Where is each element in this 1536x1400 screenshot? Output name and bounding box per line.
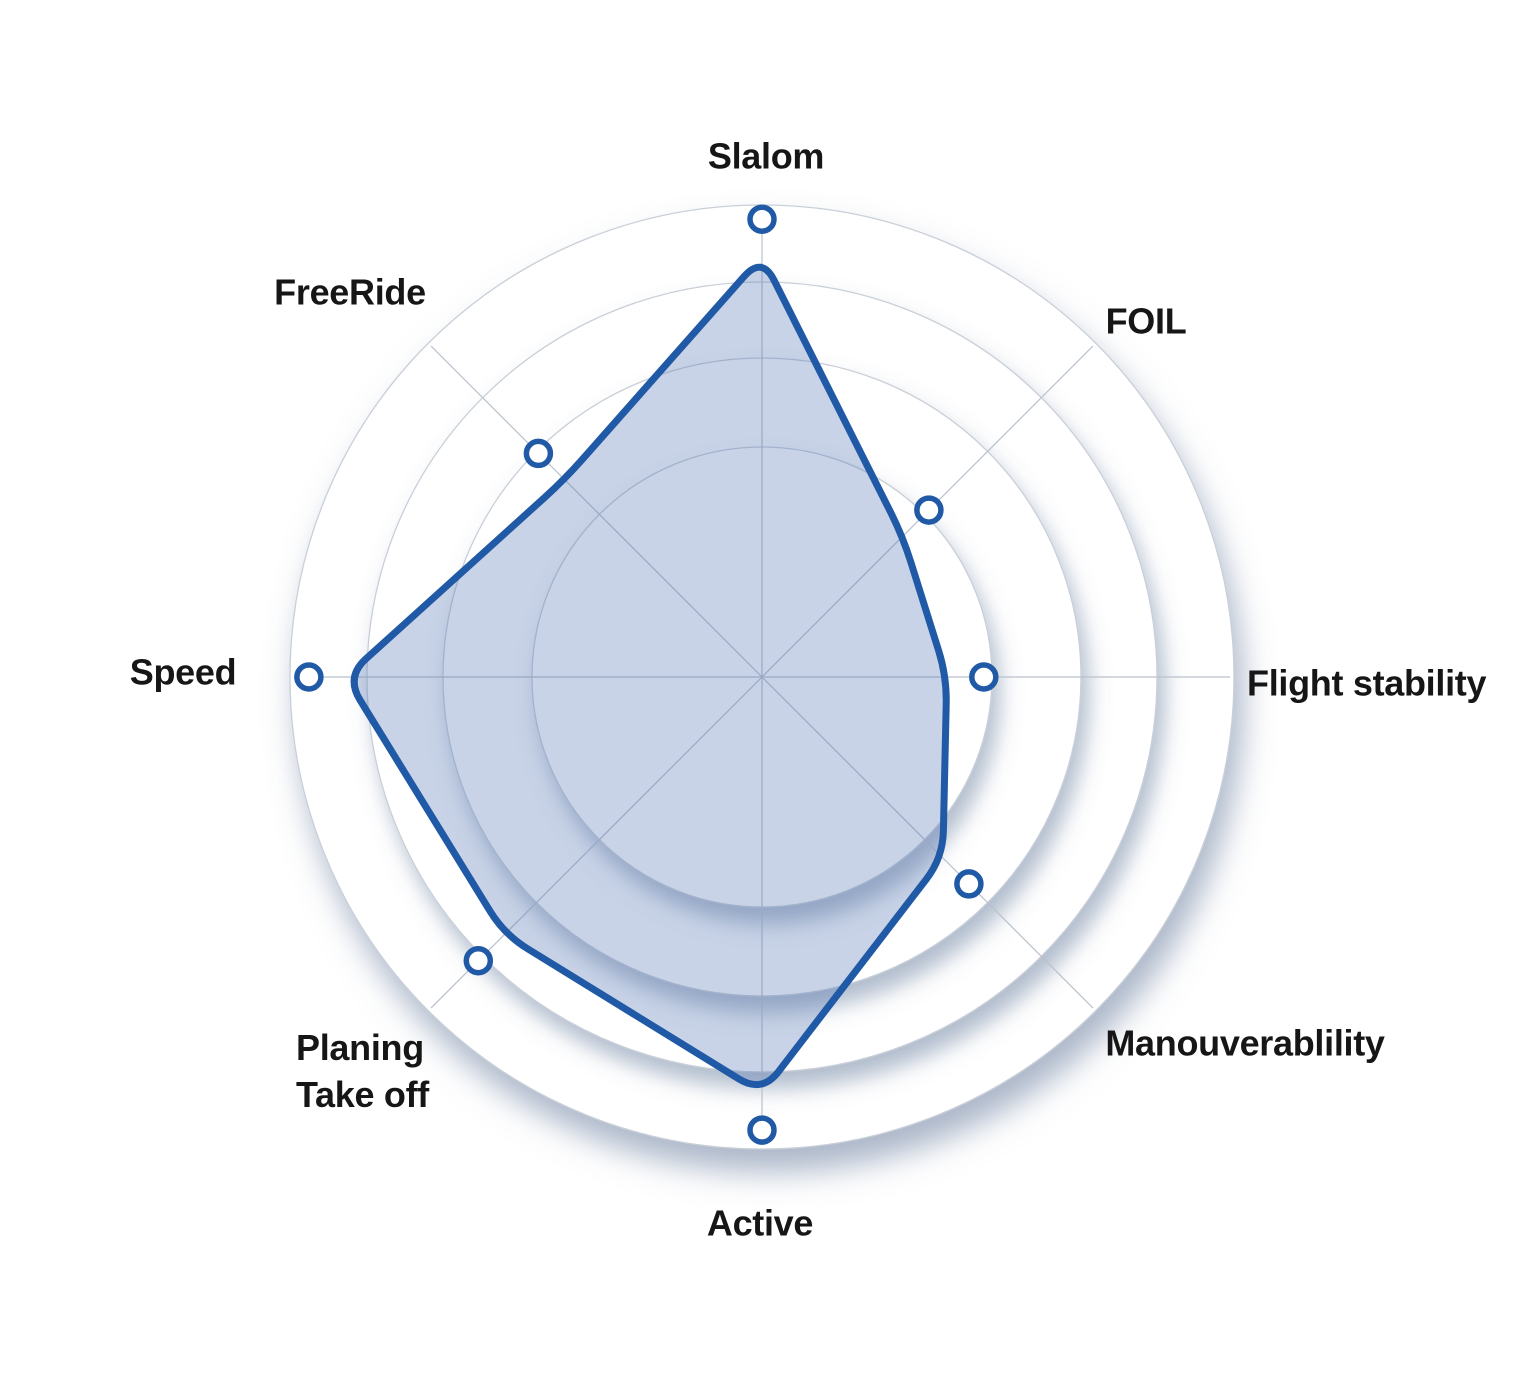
- axis-label-planing-take-off: Planing Take off: [296, 1027, 429, 1115]
- axis-label-speed: Speed: [129, 651, 237, 693]
- data-marker: [294, 662, 324, 692]
- data-marker: [914, 495, 944, 525]
- axis-label-active: Active: [706, 1202, 814, 1244]
- axis-label-manouverability: Manouverablility: [1105, 1022, 1385, 1064]
- grid-spoke: [430, 345, 763, 678]
- data-marker: [747, 1115, 777, 1145]
- data-polygon: [350, 263, 950, 1089]
- data-marker: [954, 869, 984, 899]
- data-marker: [463, 945, 494, 976]
- axis-label-freeride: FreeRide: [274, 271, 426, 313]
- data-marker: [523, 438, 554, 469]
- data-markers: [294, 204, 999, 1145]
- axis-label-foil: FOIL: [1105, 300, 1187, 342]
- grid-spoke: [761, 676, 1094, 1009]
- axis-label-flight-stability: Flight stability: [1247, 662, 1487, 704]
- axis-label-slalom: Slalom: [707, 135, 825, 177]
- data-marker: [969, 662, 999, 692]
- data-marker: [747, 204, 777, 234]
